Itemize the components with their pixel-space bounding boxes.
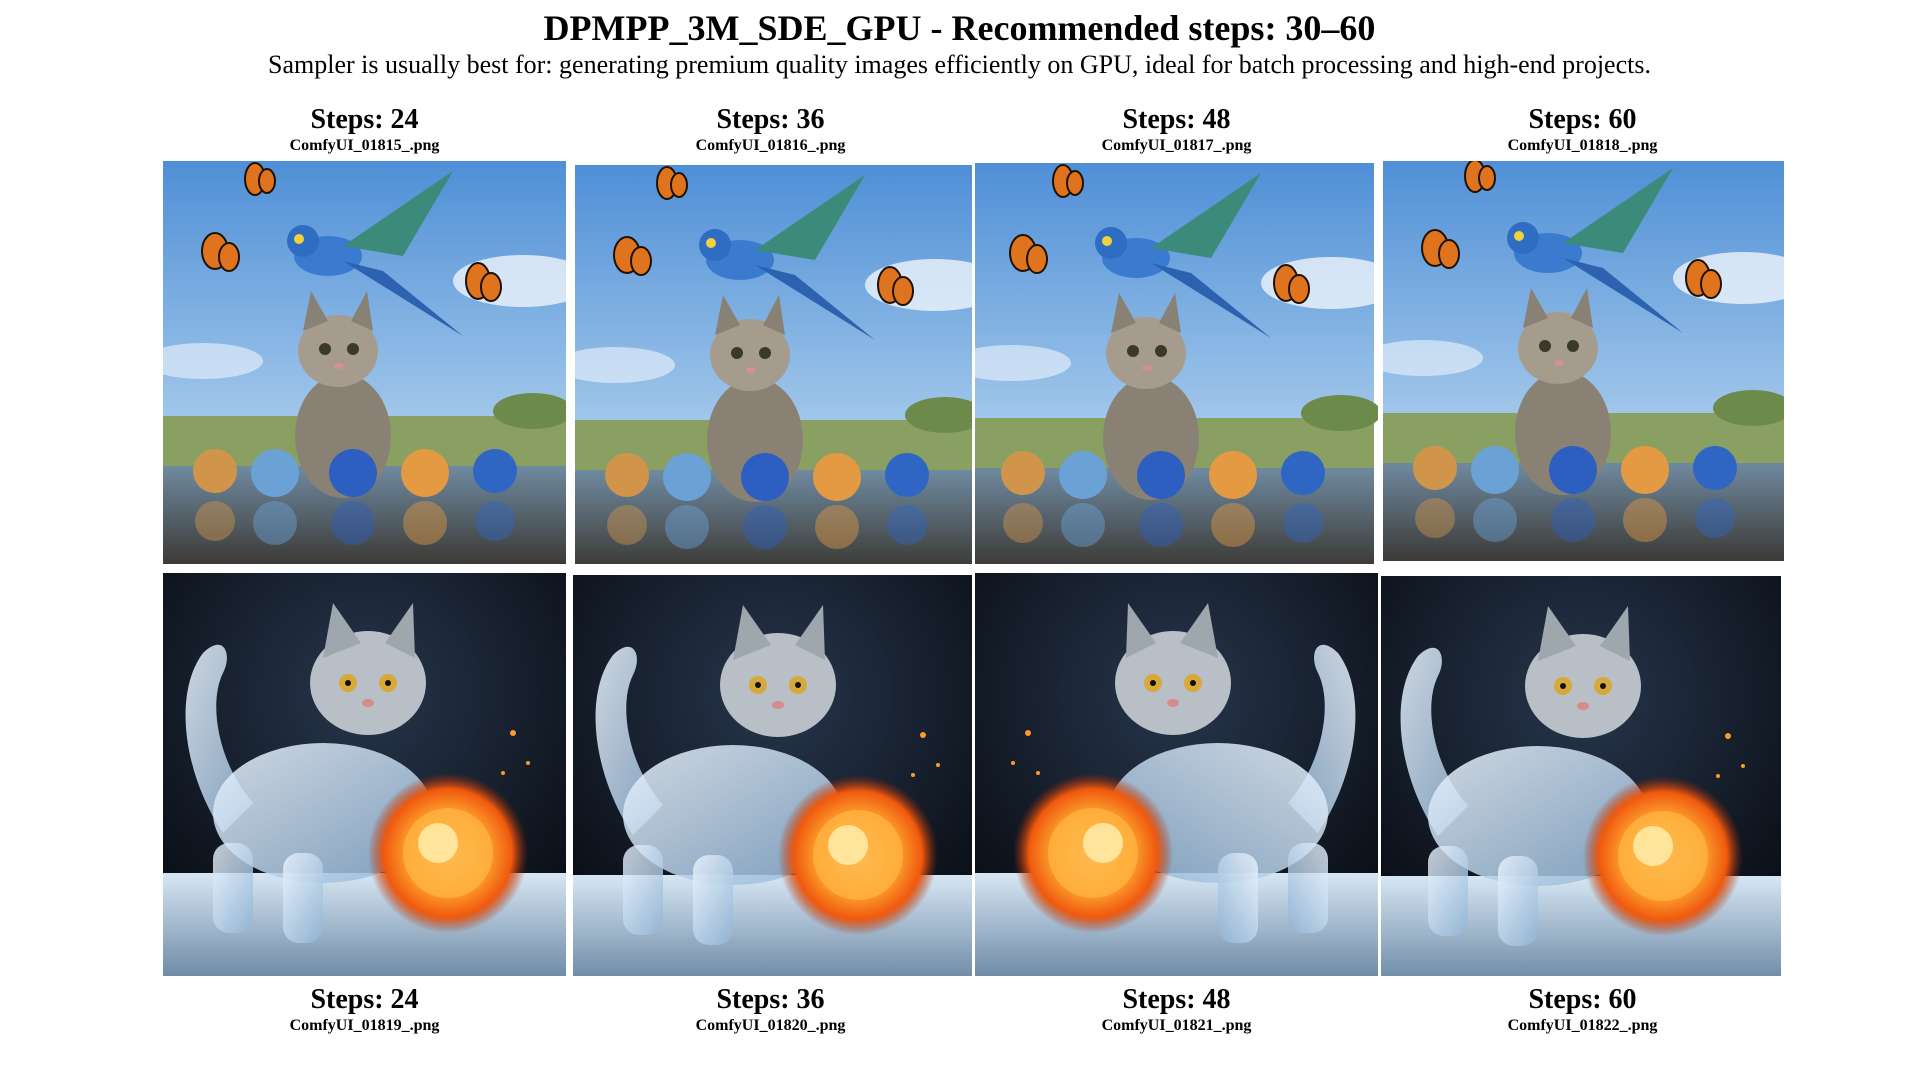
grid-cell: Steps: 48 ComfyUI_01821_.png	[975, 573, 1378, 1036]
steps-label: Steps: 48	[1122, 104, 1231, 135]
grid-cell: Steps: 24 ComfyUI_01815_.png	[163, 104, 566, 564]
generated-image[interactable]	[163, 573, 566, 976]
filename-label: ComfyUI_01822_.png	[1507, 1017, 1658, 1034]
generated-image[interactable]	[975, 161, 1378, 564]
steps-label: Steps: 60	[1528, 984, 1637, 1015]
generated-image[interactable]	[163, 161, 566, 564]
filename-label: ComfyUI_01816_.png	[695, 137, 846, 154]
image-row-1: Steps: 24 ComfyUI_01815_.png Steps: 36 C…	[163, 104, 1784, 564]
page-title: DPMPP_3M_SDE_GPU - Recommended steps: 30…	[543, 8, 1376, 48]
grid-cell: Steps: 36 ComfyUI_01820_.png	[569, 573, 972, 1036]
steps-label: Steps: 36	[716, 984, 825, 1015]
grid-cell: Steps: 60 ComfyUI_01822_.png	[1381, 573, 1784, 1036]
filename-label: ComfyUI_01815_.png	[289, 137, 440, 154]
filename-label: ComfyUI_01820_.png	[695, 1017, 846, 1034]
generated-image[interactable]	[569, 573, 972, 976]
steps-label: Steps: 48	[1122, 984, 1231, 1015]
grid-cell: Steps: 24 ComfyUI_01819_.png	[163, 573, 566, 1036]
generated-image[interactable]	[1381, 573, 1784, 976]
page-subtitle: Sampler is usually best for: generating …	[268, 50, 1651, 79]
steps-label: Steps: 24	[310, 104, 419, 135]
generated-image[interactable]	[569, 161, 972, 564]
grid-cell: Steps: 36 ComfyUI_01816_.png	[569, 104, 972, 564]
filename-label: ComfyUI_01817_.png	[1101, 137, 1252, 154]
steps-label: Steps: 60	[1528, 104, 1637, 135]
grid-cell: Steps: 60 ComfyUI_01818_.png	[1381, 104, 1784, 564]
grid-cell: Steps: 48 ComfyUI_01817_.png	[975, 104, 1378, 564]
steps-label: Steps: 36	[716, 104, 825, 135]
filename-label: ComfyUI_01821_.png	[1101, 1017, 1252, 1034]
generated-image[interactable]	[975, 573, 1378, 976]
filename-label: ComfyUI_01819_.png	[289, 1017, 440, 1034]
steps-label: Steps: 24	[310, 984, 419, 1015]
generated-image[interactable]	[1381, 161, 1784, 564]
image-row-2: Steps: 24 ComfyUI_01819_.png Steps: 36 C…	[163, 573, 1784, 1036]
filename-label: ComfyUI_01818_.png	[1507, 137, 1658, 154]
